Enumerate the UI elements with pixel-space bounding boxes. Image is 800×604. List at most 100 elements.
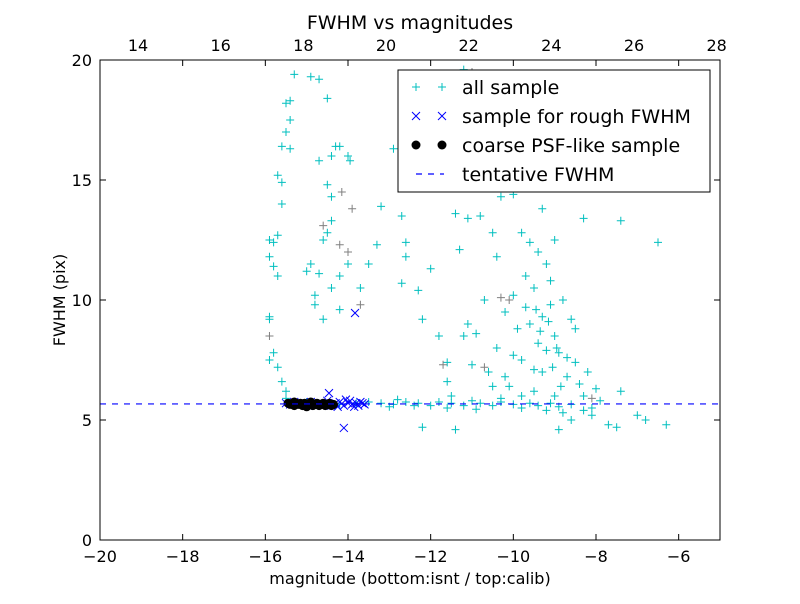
data-point [463,214,472,223]
data-point [472,405,481,414]
data-point [463,320,472,328]
legend-label: sample for rough FWHM [462,106,691,128]
data-point [319,315,328,324]
data-point [426,264,435,273]
data-point [633,411,642,420]
x-tick-label: −6 [667,547,691,566]
data-point [306,397,316,407]
data-point [550,332,559,340]
data-point [550,236,559,244]
data-point [513,324,522,333]
data-point [277,377,286,386]
data-point [401,238,410,247]
data-point [356,397,365,407]
data-point [546,399,555,408]
legend-label: coarse PSF-like sample [462,135,680,157]
data-point [418,423,427,432]
data-point [289,397,299,407]
data-point [550,392,559,400]
data-point [563,353,572,362]
data-point [401,398,410,406]
data-point [592,384,600,393]
data-point [484,368,493,376]
data-point [414,399,423,408]
data-point [327,284,336,292]
data-point [356,284,365,292]
data-point [344,260,352,268]
data-point [315,269,324,278]
data-point [530,365,538,374]
data-point [286,116,295,124]
data-point [488,228,497,237]
data-point [335,240,344,249]
data-point [327,192,336,201]
data-point [567,416,576,424]
data-point [579,392,588,400]
x-tick-label: −16 [248,547,282,566]
data-point [587,411,596,420]
data-point [310,291,319,300]
data-point [339,423,349,433]
data-point [335,272,344,280]
data-point [323,180,332,189]
data-point [459,401,468,410]
data-point [521,272,530,280]
legend-marker [437,140,447,150]
data-point [517,356,526,364]
data-point [496,293,505,302]
y-tick-label: 10 [72,291,92,310]
data-point [480,296,489,304]
data-point [641,416,650,424]
data-point [344,248,352,256]
data-point [364,260,373,268]
data-point [496,192,505,201]
data-point [410,401,419,410]
data-point [372,240,381,249]
data-point [546,300,555,309]
data-point [459,332,468,340]
data-point [476,212,485,220]
data-point [501,372,510,381]
data-point [377,202,386,211]
data-point [538,312,547,321]
data-point [542,260,551,268]
data-point [418,315,427,324]
data-point [554,348,563,357]
data-point [315,75,324,84]
data-point [544,317,553,326]
top-x-tick-label: 28 [707,36,727,55]
data-point [472,329,481,338]
plot-frame [99,59,721,541]
data-point [286,144,295,153]
data-point [277,200,286,208]
data-point [401,252,410,261]
data-point [480,363,489,372]
data-point [265,252,274,261]
data-point [397,212,406,220]
data-point [319,236,328,244]
x-tick-label: −18 [166,547,200,566]
data-point [525,320,534,328]
data-point [558,296,567,304]
data-point [517,392,526,400]
data-point [612,423,621,432]
data-point [468,360,476,369]
top-x-tick-label: 22 [459,36,479,55]
data-point [575,380,584,388]
data-point [286,96,295,105]
data-point [389,144,398,153]
data-point [265,315,274,324]
data-point [509,351,518,360]
data-point [604,420,613,429]
data-point [306,72,315,81]
data-point [290,70,299,79]
axis-ticks: −20 −18 −16 −14 −12 −10 −8 −6 14 16 18 20 22 24 26 28 0 5… [72,36,727,566]
data-point [393,395,402,404]
data-point [335,142,344,151]
data-point [443,404,452,412]
data-point [273,231,282,240]
legend-label: tentative FWHM [462,164,614,186]
data-point [505,382,514,391]
data-point [414,286,423,295]
